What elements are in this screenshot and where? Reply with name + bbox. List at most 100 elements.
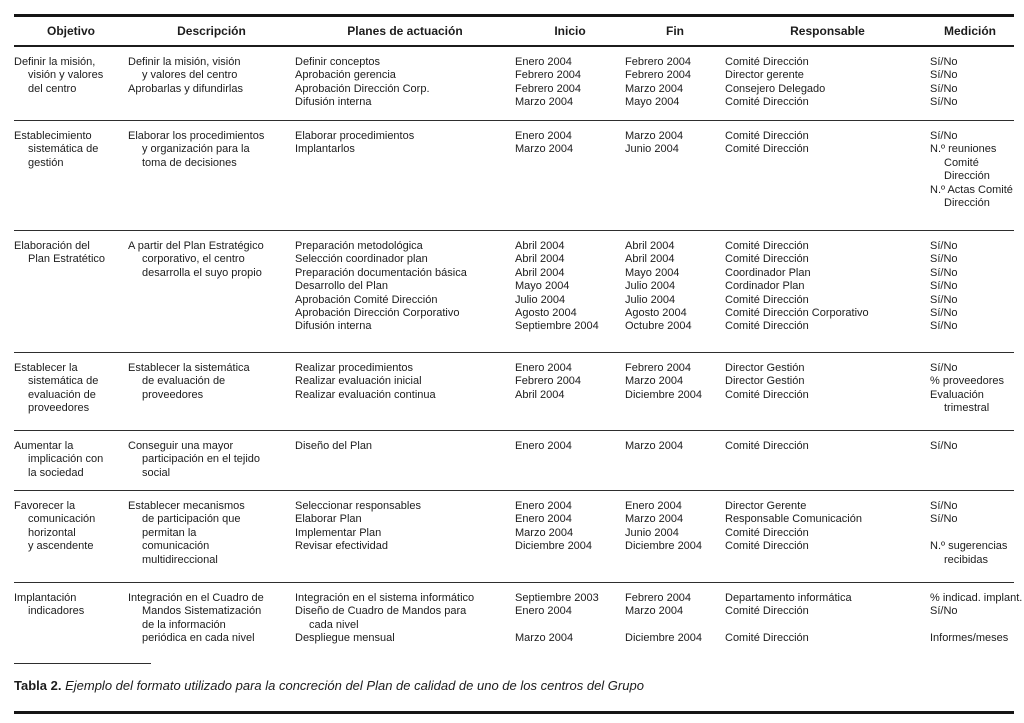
table-cell: Director Gerente Responsable Comunicación… bbox=[725, 500, 930, 582]
cell-line: Coordinador Plan bbox=[725, 266, 811, 279]
table-caption: Tabla 2. Ejemplo del formato utilizado p… bbox=[14, 664, 1014, 711]
cell-line: N.º reuniones bbox=[930, 143, 997, 156]
cell-line: participación en el tejido bbox=[142, 453, 261, 466]
column-header-0: Objetivo bbox=[46, 24, 95, 38]
cell-line: Enero 2004 bbox=[515, 56, 572, 68]
cell-line: Comité bbox=[944, 156, 979, 169]
cell-line: Sí/No bbox=[930, 293, 958, 306]
table-cell: Marzo 2004 bbox=[625, 440, 725, 490]
table-cell: Director Gestión Director Gestión Comité D… bbox=[725, 362, 930, 430]
cell-line: Sí/No bbox=[930, 320, 958, 333]
quality-plan-table: Objetivo Descripción Planes de actuación In… bbox=[14, 14, 1023, 714]
cell-line: y ascendente bbox=[28, 540, 94, 553]
cell-line: Difusión interna bbox=[295, 320, 372, 333]
cell-line: Director gerente bbox=[725, 69, 804, 82]
cell-line: Mayo 2004 bbox=[625, 96, 680, 109]
table-cell: Realizar procedimientos Realizar evaluaci… bbox=[295, 362, 515, 430]
table-cell: Enero 2004 Febrero 2004 Febrero 2004 Marzo … bbox=[515, 56, 625, 120]
cell-line: Responsable Comunicación bbox=[725, 513, 862, 526]
cell-line: Febrero 2004 bbox=[625, 592, 692, 604]
table-row: Establecer la sistemática de evaluación de… bbox=[14, 353, 1014, 431]
table-cell: Enero 2004 Febrero 2004 Abril 2004 bbox=[515, 362, 625, 430]
cell-line: proveedores bbox=[142, 388, 204, 401]
cell-line: comunicación bbox=[28, 513, 96, 526]
cell-line: toma de decisiones bbox=[142, 156, 237, 169]
table-cell: Departamento informática Comité Dirección… bbox=[725, 592, 930, 663]
cell-line: % indicad. implant. bbox=[930, 592, 1023, 604]
table-cell: Sí/No N.º reuniones Comité Dirección N.º Act… bbox=[930, 130, 1013, 230]
cell-line: Plan Estratético bbox=[28, 253, 106, 266]
cell-line: Comité Dirección bbox=[725, 605, 809, 618]
column-header-2: Planes de actuación bbox=[347, 24, 463, 38]
table-cell: Establecer la sistemática de evaluación de… bbox=[14, 362, 128, 430]
cell-line: del centro bbox=[28, 82, 77, 95]
cell-line: Despliegue mensual bbox=[295, 632, 395, 645]
cell-line: Diciembre 2004 bbox=[515, 540, 593, 553]
cell-line: Abril 2004 bbox=[625, 240, 675, 252]
table-cell: Febrero 2004 Febrero 2004 Marzo 2004 Mayo 2… bbox=[625, 56, 725, 120]
table-cell: Definir la misión, visión y valores del ce… bbox=[14, 56, 128, 120]
cell-line: Agosto 2004 bbox=[515, 307, 577, 320]
cell-line: Julio 2004 bbox=[515, 293, 566, 306]
page-bottom-rule bbox=[14, 711, 1014, 714]
cell-line: Abril 2004 bbox=[515, 253, 565, 266]
cell-line: Marzo 2004 bbox=[625, 513, 684, 526]
caption-label: Tabla 2. bbox=[14, 678, 62, 693]
table-cell: Diseño del Plan bbox=[295, 440, 515, 490]
cell-line: indicadores bbox=[28, 605, 85, 618]
cell-line: Aumentar la bbox=[14, 440, 74, 452]
table-row: Elaboración del Plan Estratético A partir … bbox=[14, 231, 1014, 353]
cell-line: Enero 2004 bbox=[515, 130, 572, 142]
table-cell: Enero 2004 Enero 2004 Marzo 2004 Diciembre … bbox=[515, 500, 625, 582]
cell-line: Junio 2004 bbox=[625, 526, 679, 539]
cell-line: Definir la misión, visión bbox=[128, 56, 241, 68]
cell-line bbox=[625, 619, 721, 632]
cell-line: visión y valores bbox=[28, 69, 104, 82]
table-cell: Comité Dirección bbox=[725, 440, 930, 490]
cell-line: Marzo 2004 bbox=[515, 96, 574, 109]
cell-line: cada nivel bbox=[309, 618, 359, 631]
cell-line: periódica en cada nivel bbox=[142, 632, 255, 645]
cell-line: multidireccional bbox=[142, 553, 218, 566]
cell-line: Realizar procedimientos bbox=[295, 362, 413, 374]
cell-line: Dirección bbox=[944, 197, 990, 210]
table-cell: Aumentar la implicación con la sociedad bbox=[14, 440, 128, 490]
table-cell: Integración en el sistema informático Dis… bbox=[295, 592, 515, 663]
table-row: Implantación indicadores Integración en el… bbox=[14, 583, 1023, 663]
cell-line: Febrero 2004 bbox=[625, 69, 692, 82]
table-cell: Comité Dirección Comité Dirección Coordina… bbox=[725, 240, 930, 352]
cell-line: Marzo 2004 bbox=[625, 130, 684, 142]
cell-line: Sí/No bbox=[930, 440, 958, 452]
cell-line: Marzo 2004 bbox=[515, 526, 574, 539]
cell-line: horizontal bbox=[28, 526, 76, 539]
cell-line: Mayo 2004 bbox=[625, 266, 680, 279]
cell-line: Abril 2004 bbox=[515, 240, 565, 252]
cell-line: N.º Actas Comité bbox=[930, 183, 1013, 196]
cell-line: Preparación documentación básica bbox=[295, 266, 467, 279]
caption-text: Ejemplo del formato utilizado para la co… bbox=[65, 678, 644, 693]
cell-line: evaluación de bbox=[28, 388, 96, 401]
cell-line: la sociedad bbox=[28, 466, 84, 479]
cell-line: Realizar evaluación inicial bbox=[295, 375, 422, 388]
cell-line: Desarrollo del Plan bbox=[295, 280, 388, 293]
table-cell: Elaboración del Plan Estratético bbox=[14, 240, 128, 352]
cell-line bbox=[930, 527, 1006, 540]
table-body: Definir la misión, visión y valores del ce… bbox=[14, 47, 1023, 663]
table-cell: Febrero 2004 Marzo 2004 Diciembre 2004 bbox=[625, 592, 725, 663]
cell-line: Sí/No bbox=[930, 96, 958, 109]
cell-line: Preparación metodológica bbox=[295, 240, 423, 252]
cell-line: Comité Dirección bbox=[725, 540, 809, 553]
table-top-rule bbox=[14, 14, 1014, 17]
table-cell: Elaborar procedimientos Implantarlos bbox=[295, 130, 515, 230]
cell-line: Julio 2004 bbox=[625, 293, 676, 306]
cell-line: Comité Dirección bbox=[725, 240, 809, 252]
table-cell: Seleccionar responsables Elaborar Plan Imp… bbox=[295, 500, 515, 582]
table-cell: Preparación metodológica Selección coordi… bbox=[295, 240, 515, 352]
cell-line: Aprobación gerencia bbox=[295, 69, 396, 82]
cell-line: Diseño de Cuadro de Mandos para bbox=[295, 605, 467, 618]
table-cell: Sí/No bbox=[930, 440, 1010, 490]
cell-line: Sí/No bbox=[930, 130, 958, 142]
table-header-row: Objetivo Descripción Planes de actuación In… bbox=[14, 17, 1014, 45]
cell-line: Elaborar procedimientos bbox=[295, 130, 415, 142]
table-cell: Favorecer la comunicación horizontal y asce… bbox=[14, 500, 128, 582]
